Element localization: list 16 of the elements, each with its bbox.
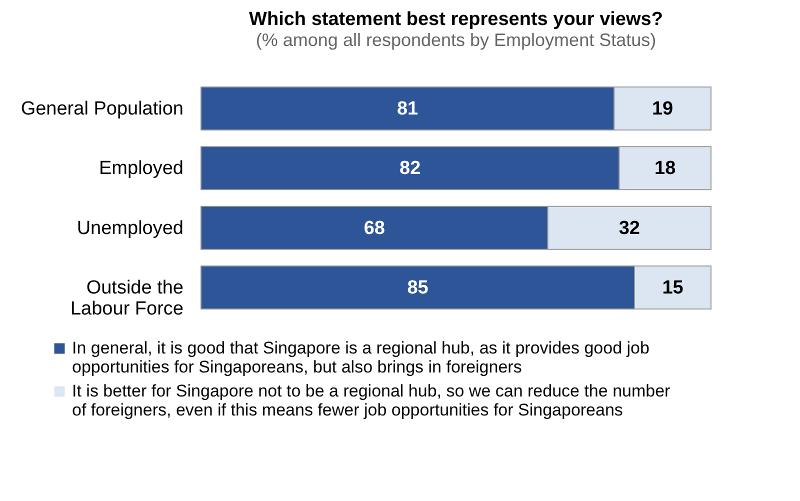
data-label: 18 bbox=[654, 158, 676, 180]
data-label: 68 bbox=[364, 218, 385, 239]
data-label: 19 bbox=[652, 98, 674, 120]
chart-title: Which statement best represents your views? bbox=[249, 9, 663, 30]
y-tick-label: Outside the Labour Force bbox=[70, 278, 184, 320]
y-tick-label: General Population bbox=[20, 98, 184, 120]
data-label: 82 bbox=[400, 158, 421, 180]
data-label: 81 bbox=[396, 98, 419, 120]
legend-label: It is better for Singapore not to be a regional hub, so we can reduce the number of foreigners, even if this means fewer job opportunities for Singaporeans bbox=[72, 382, 671, 420]
series-label: In general, it is good that Singapore is a regional hub, as it provides good job opportunities for Singaporeans, but also brings in foreigners bbox=[72, 338, 650, 376]
y-tick-label: Unemployed bbox=[76, 218, 184, 239]
data-label: 15 bbox=[662, 278, 684, 299]
data-label: 85 bbox=[407, 278, 429, 299]
y-tick-label: Employed bbox=[99, 158, 184, 180]
data-label: 32 bbox=[618, 218, 640, 239]
chart-subtitle: (% among all respondents by Employment Status) bbox=[256, 30, 656, 50]
